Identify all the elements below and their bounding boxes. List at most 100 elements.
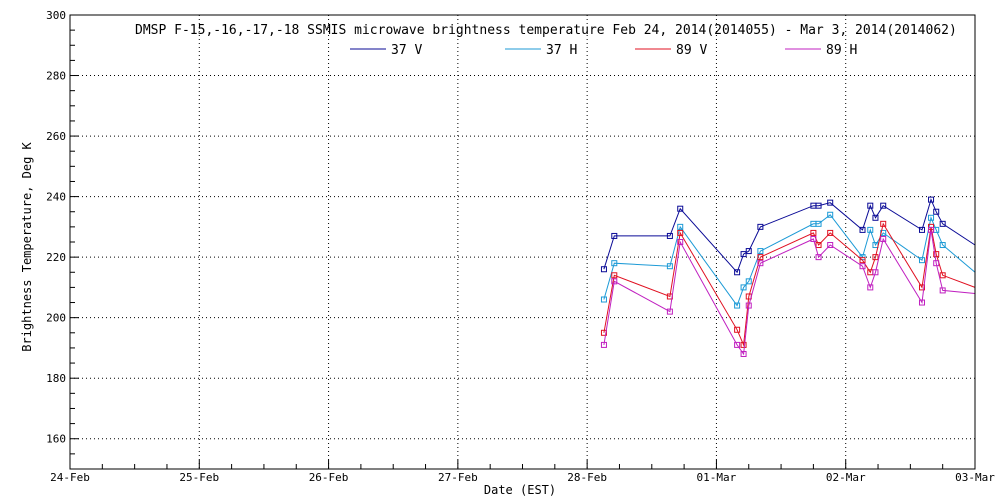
- y-tick-label: 160: [46, 433, 66, 446]
- data-point: [815, 202, 822, 209]
- data-point: [933, 251, 940, 258]
- data-point: [600, 329, 607, 336]
- data-point: [666, 263, 673, 270]
- data-point: [740, 251, 747, 258]
- series-37-h: [600, 211, 976, 309]
- series-line: [603, 229, 976, 356]
- data-point: [757, 260, 764, 267]
- data-point: [677, 239, 684, 245]
- legend-label: 37 V: [391, 43, 422, 58]
- data-point: [872, 254, 879, 261]
- data-point: [745, 302, 752, 309]
- data-point: [757, 223, 764, 230]
- x-tick-label: 03-Mar: [955, 471, 995, 484]
- tick-layer: 24-Feb 25-Feb 26-Feb 27-Feb 28-Feb 01-Mar 02-M…: [46, 9, 995, 484]
- y-axis-label: Brightness Temperature, Deg K: [20, 141, 34, 351]
- y-tick-label: 240: [46, 191, 66, 204]
- series-line: [603, 222, 976, 347]
- x-tick-label: 28-Feb: [567, 471, 607, 484]
- series-layer: [600, 196, 976, 357]
- data-point: [928, 214, 935, 221]
- x-tick-label: 02-Mar: [826, 471, 866, 484]
- data-point: [939, 287, 946, 294]
- legend-label: 89 V: [676, 43, 707, 58]
- data-point: [611, 260, 618, 267]
- data-point: [867, 284, 874, 291]
- legend: 37 V 37 H 89 V 89 H: [350, 43, 857, 58]
- x-tick-label: 01-Mar: [697, 471, 737, 484]
- data-point: [810, 229, 817, 236]
- data-point: [740, 350, 747, 357]
- data-point: [918, 299, 925, 306]
- data-point: [666, 232, 673, 239]
- chart-title: DMSP F-15,-16,-17,-18 SSMIS microwave br…: [135, 23, 957, 38]
- data-point: [611, 278, 618, 285]
- x-tick-label: 27-Feb: [438, 471, 478, 484]
- y-tick-label: 200: [46, 312, 66, 325]
- data-point: [734, 341, 741, 348]
- legend-label: 37 H: [546, 43, 577, 58]
- data-point: [757, 254, 764, 261]
- data-point: [859, 257, 866, 264]
- data-point: [815, 220, 822, 227]
- data-point: [939, 242, 946, 249]
- data-point: [757, 248, 764, 255]
- data-point: [880, 202, 887, 209]
- data-point: [918, 226, 925, 233]
- data-point: [677, 229, 684, 236]
- series-89-v: [600, 220, 976, 348]
- data-point: [939, 272, 946, 279]
- data-point: [928, 223, 935, 230]
- y-tick-label: 260: [46, 130, 66, 143]
- data-point: [827, 199, 834, 206]
- data-point: [867, 202, 874, 209]
- data-point: [827, 242, 834, 249]
- data-point: [666, 308, 673, 315]
- data-point: [734, 302, 741, 309]
- data-point: [677, 223, 684, 230]
- data-point: [611, 232, 618, 239]
- y-tick-label: 180: [46, 372, 66, 385]
- y-tick-label: 280: [46, 70, 66, 83]
- data-point: [740, 341, 747, 348]
- data-point: [600, 266, 607, 273]
- data-point: [611, 272, 618, 279]
- series-89-h: [600, 226, 976, 357]
- data-point: [918, 257, 925, 264]
- data-point: [745, 248, 752, 255]
- grid-layer: [70, 15, 975, 469]
- data-point: [734, 269, 741, 276]
- data-point: [815, 254, 822, 261]
- data-point: [933, 208, 940, 215]
- data-point: [880, 220, 887, 227]
- legend-label: 89 H: [826, 43, 857, 58]
- x-axis-label: Date (EST): [484, 483, 556, 497]
- data-point: [745, 278, 752, 285]
- data-point: [859, 263, 866, 270]
- x-tick-label: 24-Feb: [50, 471, 90, 484]
- series-37-v: [600, 196, 976, 276]
- data-point: [928, 196, 935, 203]
- series-line: [603, 198, 976, 274]
- data-point: [740, 284, 747, 291]
- data-point: [918, 284, 925, 291]
- data-point: [827, 229, 834, 236]
- data-point: [734, 326, 741, 333]
- data-point: [859, 226, 866, 233]
- x-tick-label: 26-Feb: [309, 471, 349, 484]
- data-point: [933, 260, 940, 267]
- data-point: [815, 242, 822, 249]
- x-tick-label: 25-Feb: [179, 471, 219, 484]
- data-point: [939, 220, 946, 227]
- data-point: [600, 296, 607, 303]
- y-tick-label: 300: [46, 9, 66, 22]
- data-point: [827, 211, 834, 218]
- data-point: [600, 341, 607, 348]
- data-point: [677, 205, 684, 212]
- data-point: [872, 269, 879, 276]
- data-point: [928, 226, 935, 233]
- data-point: [872, 214, 879, 221]
- data-point: [810, 235, 817, 242]
- plot-frame: [69, 14, 976, 470]
